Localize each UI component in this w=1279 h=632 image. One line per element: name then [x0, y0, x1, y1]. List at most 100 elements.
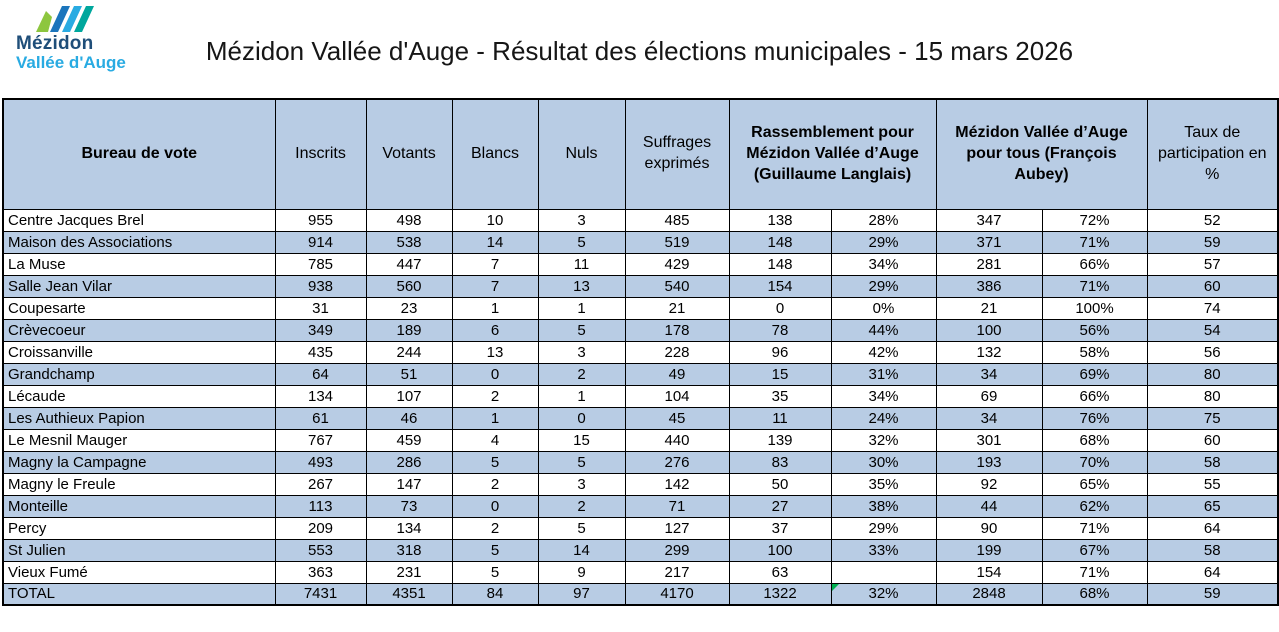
- col-header-langlais: Rassemblement pour Mézidon Vallée d’Auge…: [728, 98, 937, 210]
- cell-aubey_votes: 132: [935, 340, 1043, 364]
- cell-inscrits: 113: [274, 494, 367, 518]
- cell-bureau: Percy: [2, 516, 276, 540]
- cell-langlais_pct: 30%: [830, 450, 937, 474]
- cell-langlais_votes: 37: [728, 516, 832, 540]
- cell-bureau: Les Authieux Papion: [2, 406, 276, 430]
- cell-bureau: Crèvecoeur: [2, 318, 276, 342]
- cell-suffrages: 485: [624, 208, 730, 232]
- cell-blancs: 0: [451, 362, 539, 386]
- table-header-row: Bureau de vote Inscrits Votants Blancs N…: [2, 98, 1279, 210]
- cell-langlais_pct: 34%: [830, 252, 937, 276]
- logo-text-line2: Vallée d'Auge: [16, 52, 126, 72]
- cell-nuls: 11: [537, 252, 626, 276]
- cell-inscrits: 938: [274, 274, 367, 298]
- cell-aubey_pct: 70%: [1041, 450, 1148, 474]
- table-row: Les Authieux Papion 61 46 1 0 45 11 24% 34 76% 75: [2, 406, 1279, 430]
- cell-suffrages: 540: [624, 274, 730, 298]
- table-row: Vieux Fumé 363 231 5 9 217 63 154 71% 64: [2, 560, 1279, 584]
- cell-langlais_pct: 33%: [830, 538, 937, 562]
- cell-aubey_votes: 193: [935, 450, 1043, 474]
- cell-langlais_votes: 83: [728, 450, 832, 474]
- cell-inscrits: 435: [274, 340, 367, 364]
- cell-votants: 459: [365, 428, 453, 452]
- cell-aubey_pct: 62%: [1041, 494, 1148, 518]
- cell-aubey_pct: 67%: [1041, 538, 1148, 562]
- cell-suffrages: 228: [624, 340, 730, 364]
- cell-blancs: 5: [451, 560, 539, 584]
- cell-langlais_votes: 35: [728, 384, 832, 408]
- cell-taux: 56: [1146, 340, 1279, 364]
- col-header-inscrits: Inscrits: [274, 98, 367, 210]
- cell-nuls: 97: [537, 582, 626, 606]
- cell-suffrages: 4170: [624, 582, 730, 606]
- cell-langlais_votes: 96: [728, 340, 832, 364]
- cell-nuls: 3: [537, 472, 626, 496]
- table-row: Coupesarte 31 23 1 1 21 0 0% 21 100% 74: [2, 296, 1279, 320]
- cell-nuls: 0: [537, 406, 626, 430]
- cell-aubey_pct: 71%: [1041, 230, 1148, 254]
- cell-aubey_pct: 71%: [1041, 560, 1148, 584]
- cell-suffrages: 104: [624, 384, 730, 408]
- cell-langlais_pct: 24%: [830, 406, 937, 430]
- cell-langlais_votes: 78: [728, 318, 832, 342]
- cell-taux: 59: [1146, 230, 1279, 254]
- cell-nuls: 15: [537, 428, 626, 452]
- table-row: La Muse 785 447 7 11 429 148 34% 281 66% 57: [2, 252, 1279, 276]
- cell-taux: 58: [1146, 538, 1279, 562]
- cell-aubey_pct: 71%: [1041, 274, 1148, 298]
- cell-suffrages: 519: [624, 230, 730, 254]
- cell-blancs: 0: [451, 494, 539, 518]
- cell-blancs: 10: [451, 208, 539, 232]
- table-row: Crèvecoeur 349 189 6 5 178 78 44% 100 56% 54: [2, 318, 1279, 342]
- cell-taux: 65: [1146, 494, 1279, 518]
- cell-nuls: 2: [537, 362, 626, 386]
- col-header-suffrages: Suffrages exprimés: [624, 98, 730, 210]
- cell-taux: 54: [1146, 318, 1279, 342]
- table-row: Le Mesnil Mauger 767 459 4 15 440 139 32% 301 68%…: [2, 428, 1279, 452]
- cell-votants: 134: [365, 516, 453, 540]
- cell-langlais_votes: 15: [728, 362, 832, 386]
- table-row: Monteille 113 73 0 2 71 27 38% 44 62% 65: [2, 494, 1279, 518]
- cell-taux: 80: [1146, 384, 1279, 408]
- cell-aubey_pct: 72%: [1041, 208, 1148, 232]
- cell-blancs: 7: [451, 252, 539, 276]
- cell-langlais_pct: 42%: [830, 340, 937, 364]
- cell-inscrits: 955: [274, 208, 367, 232]
- cell-langlais_votes: 0: [728, 296, 832, 320]
- cell-bureau: Magny la Campagne: [2, 450, 276, 474]
- cell-nuls: 5: [537, 450, 626, 474]
- cell-aubey_votes: 90: [935, 516, 1043, 540]
- cell-votants: 147: [365, 472, 453, 496]
- cell-aubey_votes: 100: [935, 318, 1043, 342]
- cell-taux: 74: [1146, 296, 1279, 320]
- cell-nuls: 3: [537, 208, 626, 232]
- cell-aubey_pct: 68%: [1041, 582, 1148, 606]
- cell-blancs: 4: [451, 428, 539, 452]
- cell-inscrits: 493: [274, 450, 367, 474]
- cell-langlais_pct: 31%: [830, 362, 937, 386]
- cell-inscrits: 363: [274, 560, 367, 584]
- cell-aubey_pct: 100%: [1041, 296, 1148, 320]
- cell-nuls: 5: [537, 516, 626, 540]
- logo-text-line1: Mézidon: [16, 33, 94, 54]
- col-header-taux: Taux de participation en %: [1146, 98, 1279, 210]
- cell-nuls: 9: [537, 560, 626, 584]
- cell-aubey_votes: 154: [935, 560, 1043, 584]
- page-header: Mézidon Vallée d'Auge Mézidon Vallée d'A…: [0, 0, 1279, 98]
- cell-taux: 60: [1146, 274, 1279, 298]
- cell-aubey_votes: 2848: [935, 582, 1043, 606]
- cell-nuls: 5: [537, 230, 626, 254]
- cell-bureau: Salle Jean Vilar: [2, 274, 276, 298]
- cell-bureau: Grandchamp: [2, 362, 276, 386]
- cell-langlais_votes: 154: [728, 274, 832, 298]
- table-row: Lécaude 134 107 2 1 104 35 34% 69 66% 80: [2, 384, 1279, 408]
- cell-taux: 52: [1146, 208, 1279, 232]
- cell-aubey_pct: 76%: [1041, 406, 1148, 430]
- cell-blancs: 84: [451, 582, 539, 606]
- cell-aubey_pct: 66%: [1041, 384, 1148, 408]
- table-row: Grandchamp 64 51 0 2 49 15 31% 34 69% 80: [2, 362, 1279, 386]
- cell-inscrits: 267: [274, 472, 367, 496]
- cell-inscrits: 64: [274, 362, 367, 386]
- cell-langlais_pct: 34%: [830, 384, 937, 408]
- cell-bureau: Coupesarte: [2, 296, 276, 320]
